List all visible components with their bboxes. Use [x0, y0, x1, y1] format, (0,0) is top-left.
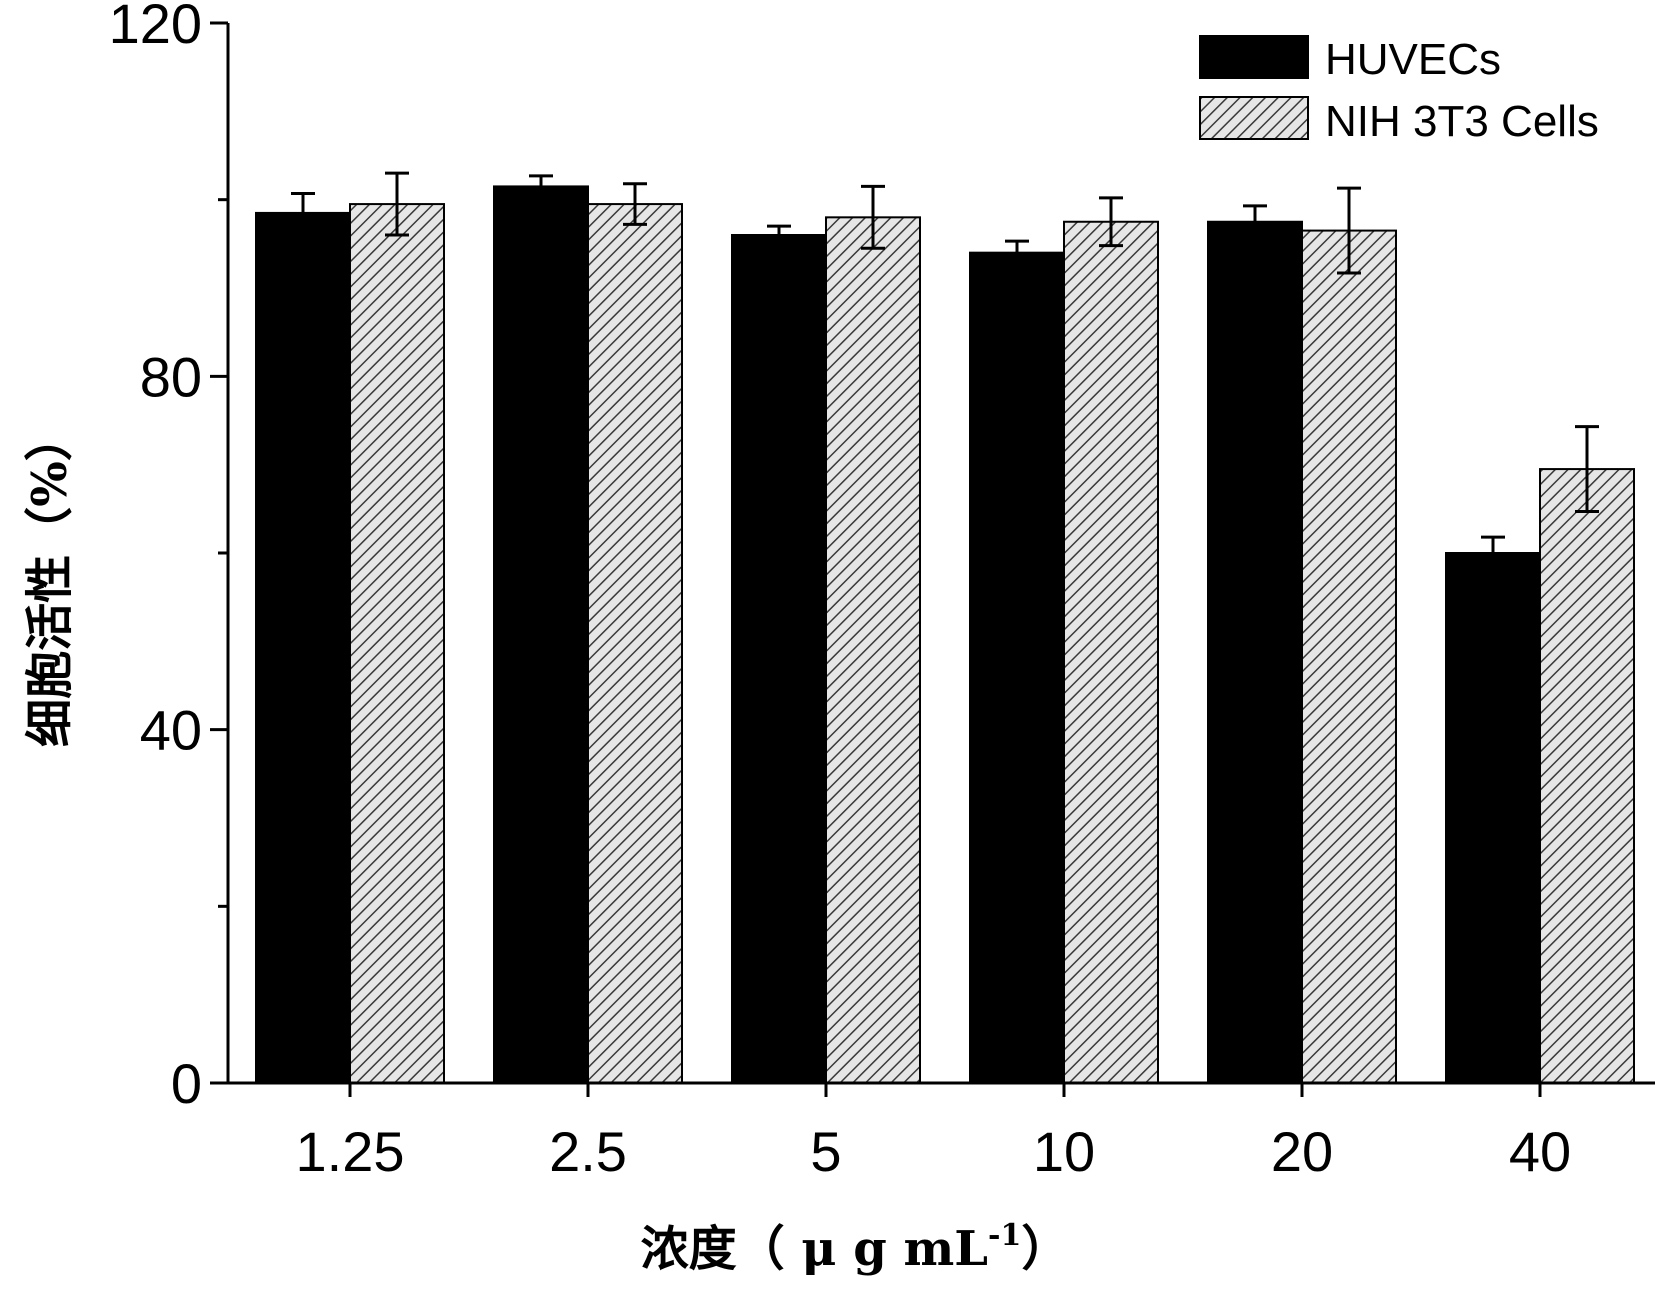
legend-label-huvecs: HUVECs [1325, 35, 1501, 84]
x-tick-label-2: 5 [810, 1120, 841, 1183]
legend-swatch-nih3t3 [1199, 96, 1309, 140]
bar-huvecs-2 [731, 234, 827, 1084]
bar-huvecs-3 [969, 251, 1065, 1084]
bar-nih3t3-2 [825, 216, 921, 1085]
bar-huvecs-0 [255, 211, 351, 1084]
y-tick-label-0: 0 [171, 1052, 202, 1115]
x-tick-label-4: 20 [1271, 1120, 1333, 1183]
y-tick-label-1: 40 [140, 699, 202, 762]
legend: HUVECs NIH 3T3 Cells [1199, 35, 1599, 146]
bar-nih3t3-4 [1301, 229, 1397, 1085]
bar-nih3t3-1 [587, 203, 683, 1085]
legend-swatch-huvecs [1199, 35, 1309, 79]
legend-label-nih3t3: NIH 3T3 Cells [1325, 97, 1599, 146]
x-tick-label-5: 40 [1509, 1120, 1571, 1183]
x-tick-label-1: 2.5 [549, 1120, 627, 1183]
labels-layer: 1.25 2.5 5 10 20 40 0 40 80 120 [109, 0, 1572, 1183]
bar-huvecs-4 [1207, 220, 1303, 1084]
x-tick-label-3: 10 [1033, 1120, 1095, 1183]
y-tick-label-3: 120 [109, 0, 202, 55]
axes-layer [210, 21, 1655, 1097]
bar-huvecs-1 [493, 185, 589, 1084]
x-axis-title: 浓度（ μ g mL-1） [641, 1218, 1070, 1277]
bar-nih3t3-3 [1063, 220, 1159, 1084]
x-tick-label-0: 1.25 [296, 1120, 405, 1183]
bars-layer [255, 171, 1635, 1085]
y-tick-label-2: 80 [140, 345, 202, 408]
y-axis-title: 细胞活性（%） [22, 413, 78, 747]
bar-huvecs-5 [1445, 552, 1541, 1084]
bar-nih3t3-5 [1539, 468, 1635, 1085]
bar-nih3t3-0 [349, 203, 445, 1085]
